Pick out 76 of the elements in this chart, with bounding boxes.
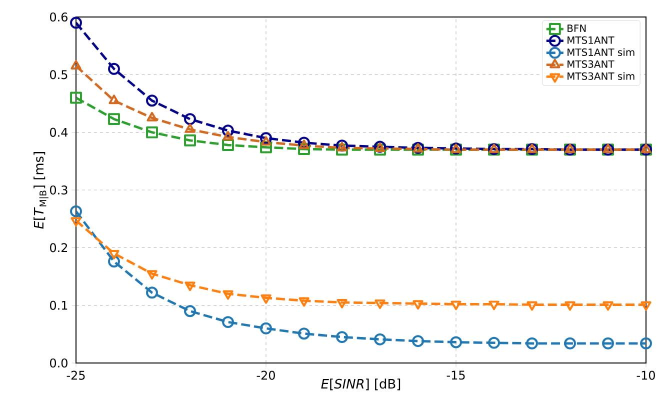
x-tick-label: -20 xyxy=(256,370,275,380)
point xyxy=(336,331,348,344)
point xyxy=(70,16,82,29)
point xyxy=(450,300,462,310)
point xyxy=(184,113,196,126)
point xyxy=(184,282,196,292)
point xyxy=(146,270,158,280)
point xyxy=(70,92,82,104)
point xyxy=(108,94,120,104)
point xyxy=(412,335,424,348)
point xyxy=(260,322,272,334)
y-tick-label: 0.0 xyxy=(50,358,68,368)
y-tick-label: 0.6 xyxy=(50,12,68,22)
point xyxy=(374,333,386,346)
legend-label: MTS3ANT sim xyxy=(568,72,634,80)
point xyxy=(298,328,310,340)
point xyxy=(298,140,310,150)
point xyxy=(526,301,538,311)
point xyxy=(526,337,538,350)
point xyxy=(564,337,576,350)
legend-label: MTS3ANT xyxy=(568,60,614,68)
x-tick-label: -25 xyxy=(66,370,85,380)
point xyxy=(488,300,500,310)
point xyxy=(222,316,234,328)
point xyxy=(260,132,272,144)
y-tick-label: 0.3 xyxy=(50,185,68,195)
point xyxy=(602,144,614,154)
point xyxy=(108,256,120,268)
point xyxy=(488,336,500,349)
point xyxy=(184,305,196,318)
point xyxy=(602,301,614,311)
x-axis-title: E[SINR] [dB] xyxy=(321,378,400,390)
x-tick-label: -15 xyxy=(446,370,465,380)
point xyxy=(564,144,576,154)
point xyxy=(146,112,158,122)
legend-label: MTS1ANT sim xyxy=(568,48,634,56)
point xyxy=(640,144,652,154)
y-tick-label: 0.2 xyxy=(50,243,68,252)
point xyxy=(184,134,196,146)
point xyxy=(184,123,196,133)
point xyxy=(108,113,120,126)
point xyxy=(374,300,386,310)
point xyxy=(564,301,576,311)
point xyxy=(298,136,310,149)
point xyxy=(336,144,348,156)
point xyxy=(602,337,614,350)
point xyxy=(336,298,348,308)
point xyxy=(640,337,652,350)
legend-label: MTS1ANT xyxy=(568,36,614,44)
x-tick-label: -10 xyxy=(636,370,655,380)
point xyxy=(146,286,158,299)
point xyxy=(108,250,120,260)
point xyxy=(146,94,158,107)
point xyxy=(222,130,234,140)
point xyxy=(260,136,272,146)
point xyxy=(222,139,234,151)
legend-label: BFN xyxy=(568,24,586,32)
point xyxy=(260,141,272,154)
point xyxy=(374,144,386,156)
point xyxy=(450,336,462,348)
point xyxy=(298,143,310,156)
y-tick-label: 0.1 xyxy=(50,300,68,310)
point xyxy=(108,62,120,75)
point xyxy=(146,126,158,138)
point xyxy=(70,60,82,70)
point xyxy=(260,294,272,304)
point xyxy=(222,124,234,137)
y-axis-title: E[T$_{M|B}$] [ms] xyxy=(34,152,48,229)
point xyxy=(222,290,234,300)
y-tick-label: 0.4 xyxy=(50,128,68,137)
point xyxy=(70,217,82,227)
point xyxy=(298,297,310,307)
point xyxy=(70,205,82,218)
point xyxy=(412,300,424,310)
point xyxy=(640,301,652,311)
y-tick-label: 0.5 xyxy=(50,70,68,80)
